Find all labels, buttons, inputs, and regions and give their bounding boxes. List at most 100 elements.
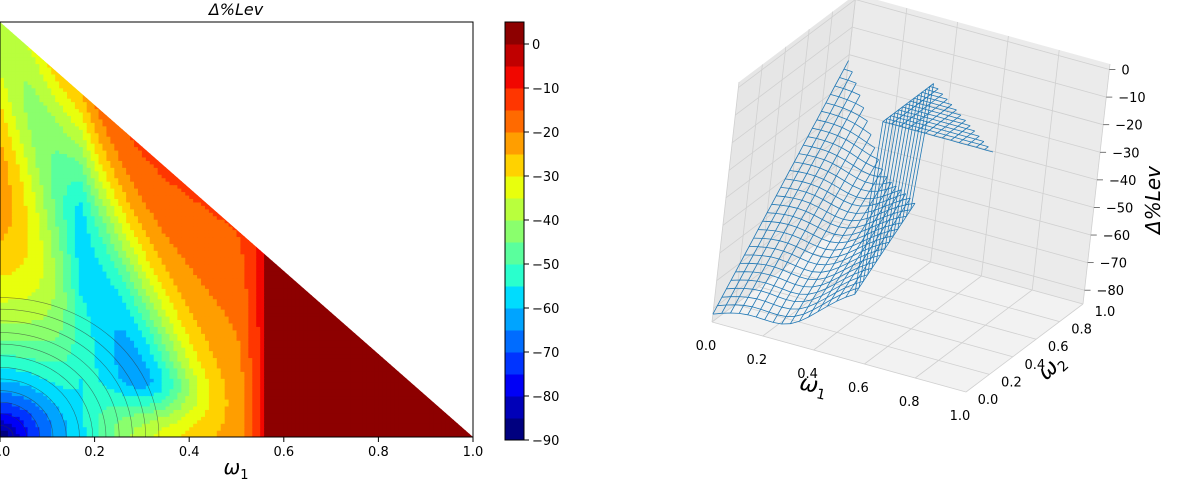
- contour-cell: [208, 402, 214, 407]
- contour-cell: [114, 274, 119, 279]
- contour-cell: [114, 281, 119, 286]
- contour-cell: [102, 388, 108, 393]
- contour-cell: [165, 360, 171, 365]
- contour-cell: [224, 312, 230, 317]
- contour-cell: [201, 433, 206, 437]
- contour-cell: [3, 385, 9, 390]
- contour-cell: [90, 385, 96, 390]
- contour-cell: [15, 395, 21, 400]
- contour-cell: [260, 433, 265, 437]
- contour-cell: [260, 426, 265, 431]
- contour-cell: [149, 322, 155, 327]
- contour-cell: [177, 309, 182, 314]
- contour-cell: [307, 336, 312, 341]
- contour-cell: [130, 419, 135, 424]
- contour-cell: [212, 395, 218, 400]
- contour-cell: [15, 267, 21, 272]
- contour-cell: [307, 416, 312, 421]
- contour-cell: [86, 312, 92, 317]
- contour-cell: [122, 409, 127, 414]
- contour-cell: [59, 364, 64, 369]
- contour-cell: [98, 274, 104, 279]
- contour-cell: [78, 364, 84, 369]
- contour-cell: [39, 295, 44, 300]
- contour-cell: [43, 274, 48, 279]
- contour-cell: [185, 267, 190, 272]
- contour-cell: [126, 430, 131, 435]
- contour-cell: [177, 430, 182, 435]
- contour-cell: [268, 302, 273, 307]
- contour-cell: [55, 347, 60, 352]
- contour-cell: [126, 257, 131, 262]
- contour-cell: [15, 426, 21, 431]
- contour-cell: [169, 398, 175, 404]
- contour-cell: [11, 395, 17, 400]
- contour-cell: [358, 374, 364, 379]
- contour-cell: [394, 433, 399, 437]
- contour-cell: [15, 271, 21, 276]
- contour-cell: [307, 385, 312, 390]
- contour-cell: [236, 405, 242, 410]
- contour-cell: [208, 298, 214, 303]
- contour-cell: [327, 385, 332, 390]
- contour-cell: [287, 354, 293, 359]
- contour-cell: [161, 264, 167, 269]
- contour-cell: [185, 309, 190, 314]
- contour-cell: [264, 392, 269, 397]
- contour-cell: [23, 347, 29, 352]
- contour-cell: [74, 305, 80, 310]
- contour-cell: [421, 426, 427, 431]
- contour-cell: [256, 416, 261, 421]
- contour-cell: [0, 385, 5, 390]
- contour-cell: [185, 374, 190, 379]
- contour-cell: [299, 305, 305, 310]
- contour-cell: [335, 416, 340, 421]
- contour-cell: [287, 371, 293, 376]
- contour-cell: [201, 281, 206, 286]
- contour-cell: [55, 281, 60, 286]
- contour-cell: [185, 281, 190, 286]
- contour-cell: [287, 350, 293, 355]
- contour-cell: [39, 305, 44, 310]
- contour-cell: [279, 274, 285, 279]
- contour-cell: [201, 347, 206, 352]
- contour-cell: [43, 350, 48, 355]
- contour-cell: [252, 354, 257, 359]
- contour-cell: [311, 426, 316, 431]
- contour-cell: [47, 405, 52, 410]
- contour-cell: [153, 329, 159, 334]
- contour-cell: [137, 291, 143, 296]
- contour-cell: [74, 274, 80, 279]
- contour-cell: [141, 264, 147, 269]
- contour-cell: [19, 271, 25, 276]
- contour-cell: [220, 367, 226, 372]
- contour-cell: [216, 419, 222, 424]
- contour-cell: [350, 409, 356, 414]
- contour-cell: [197, 398, 202, 404]
- contour-cell: [390, 416, 395, 421]
- contour-cell: [201, 405, 206, 410]
- contour-cell: [327, 350, 332, 355]
- contour-cell: [291, 395, 297, 400]
- contour-cell: [252, 433, 257, 437]
- contour-cell: [31, 267, 37, 272]
- contour-cell: [47, 326, 52, 331]
- contour-cell: [291, 371, 297, 376]
- contour-cell: [74, 333, 80, 338]
- contour-cell: [283, 409, 289, 414]
- contour-cell: [331, 312, 336, 317]
- contour-cell: [279, 354, 285, 359]
- contour-cell: [268, 395, 273, 400]
- contour-cell: [177, 340, 182, 345]
- contour-cell: [35, 305, 41, 310]
- contour-cell: [295, 409, 301, 414]
- contour-cell: [153, 354, 159, 359]
- contour-cell: [224, 322, 230, 327]
- contour-cell: [7, 395, 13, 400]
- contour-cell: [338, 357, 344, 362]
- contour-cell: [161, 319, 167, 324]
- contour-cell: [354, 430, 360, 435]
- contour-cell: [342, 354, 348, 359]
- contour-cell: [366, 409, 372, 414]
- contour-cell: [338, 388, 344, 393]
